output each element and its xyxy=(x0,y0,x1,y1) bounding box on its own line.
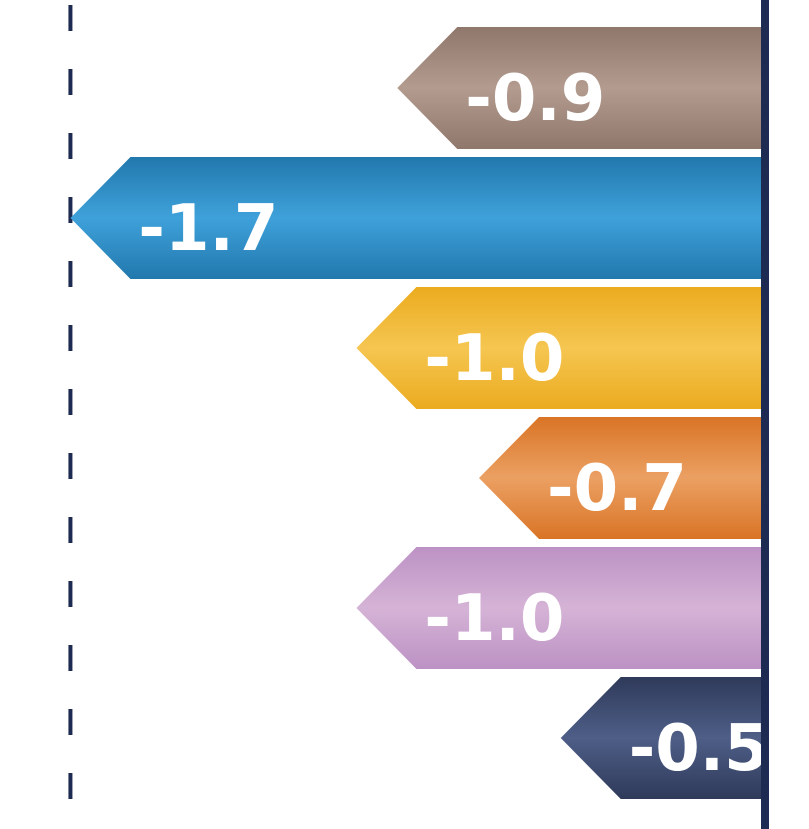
bar-arrow xyxy=(397,27,765,149)
bar-arrow xyxy=(356,547,765,669)
bar-arrow xyxy=(356,287,765,409)
bar-arrow xyxy=(70,157,765,279)
bars-group: -0.9 -1.7 -1.0 -0.7 -1.0 -0.5 xyxy=(70,27,769,799)
bar-value-label: -0.7 xyxy=(547,452,687,526)
bar-arrow xyxy=(479,417,765,539)
bar-value-label: -0.5 xyxy=(629,712,769,786)
bar-value-label: -0.9 xyxy=(465,62,605,136)
bar-value-label: -1.0 xyxy=(424,322,564,396)
bar-value-label: -1.0 xyxy=(424,582,564,656)
bar-arrow xyxy=(560,677,765,799)
bar-value-label: -1.7 xyxy=(138,192,278,266)
